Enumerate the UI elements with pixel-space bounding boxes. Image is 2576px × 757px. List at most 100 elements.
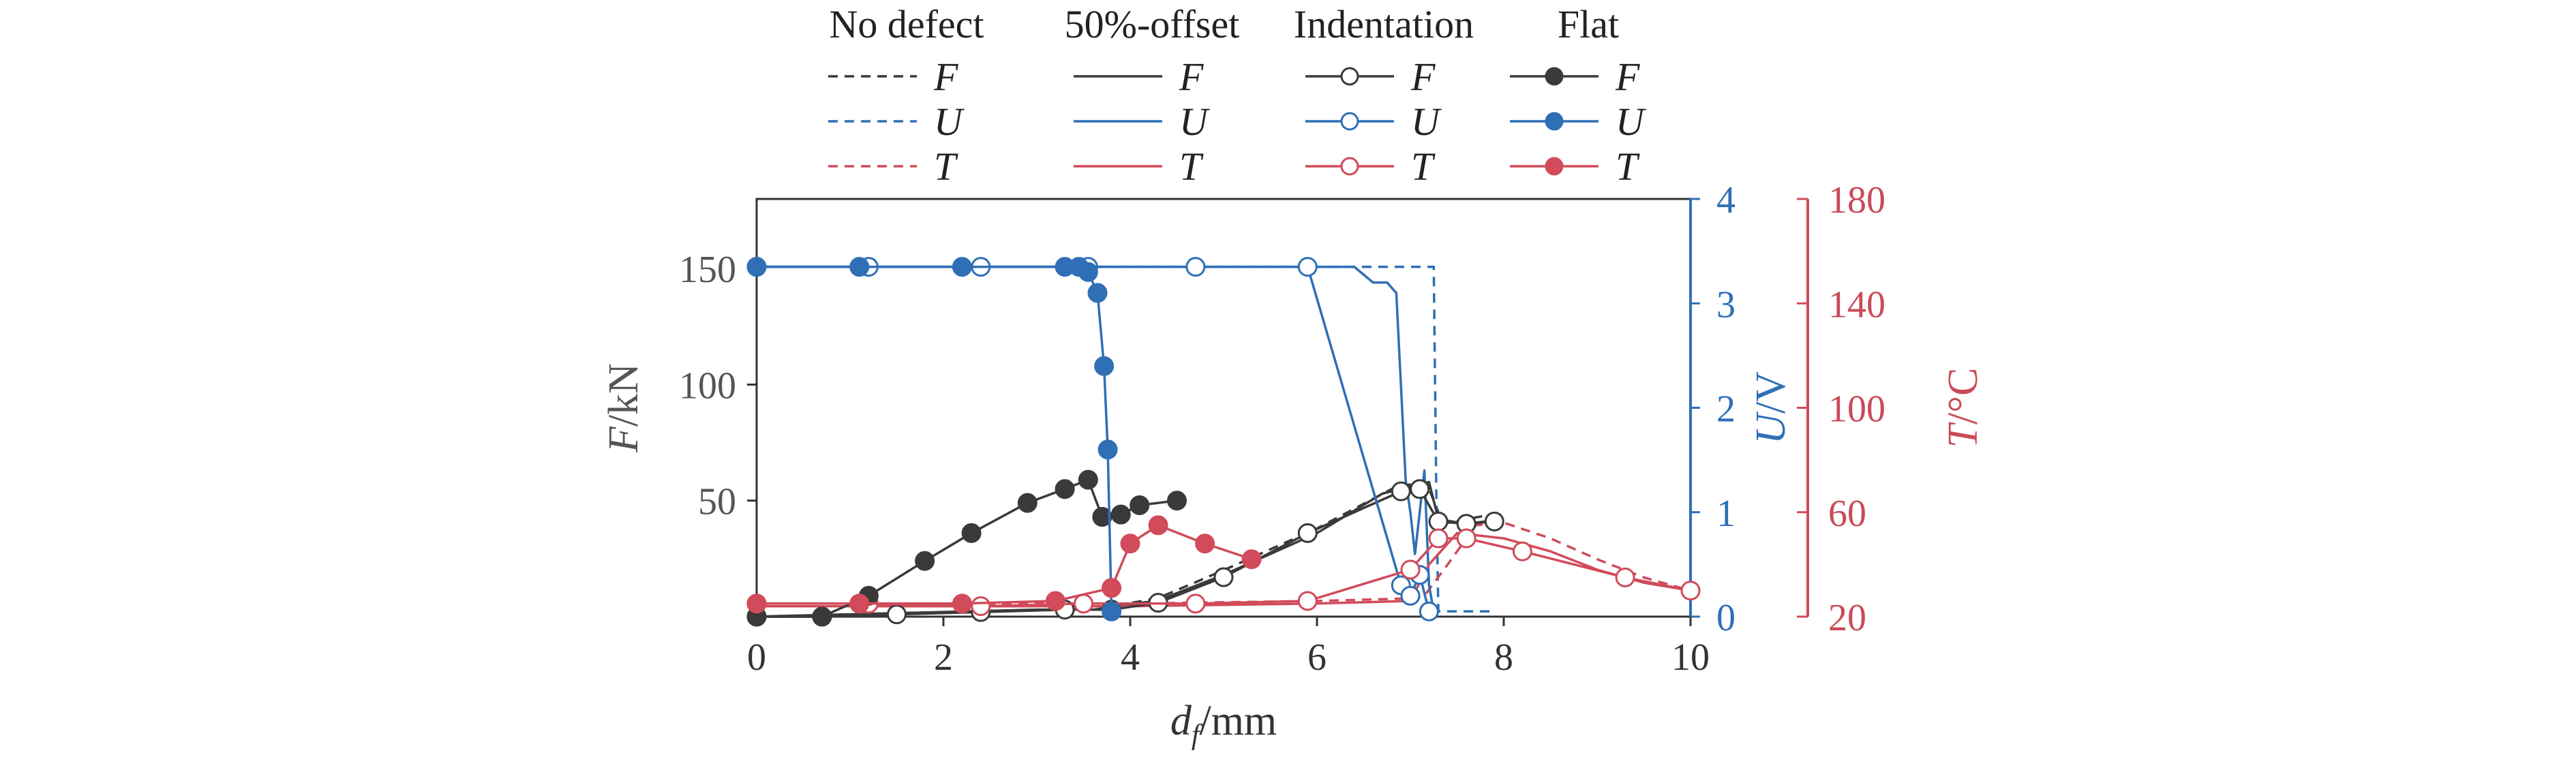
- data-point: [1512, 541, 1532, 561]
- data-point: [1148, 515, 1168, 536]
- legend-variable-label: U: [1616, 99, 1647, 144]
- legend: No defect 50%-offset Indentation FlatFUTFUT…: [828, 2, 1647, 189]
- x-axis-title-main: d: [1170, 698, 1192, 744]
- f-axis-title-main: F: [601, 426, 647, 453]
- data-point: [1297, 591, 1318, 611]
- data-point: [1110, 504, 1131, 525]
- u-tick-label: 4: [1716, 179, 1736, 221]
- legend-sample: [1305, 112, 1394, 131]
- data-point: [1078, 262, 1098, 282]
- f-tick-label: 100: [679, 365, 736, 407]
- t-tick-label: 100: [1828, 388, 1885, 431]
- series-no-defect-u: [757, 265, 1495, 613]
- data-point: [1391, 481, 1411, 501]
- series-no-defect-t: [757, 521, 1691, 605]
- data-point: [952, 593, 972, 614]
- x-tick-label: 4: [1121, 636, 1140, 679]
- data-point: [1185, 257, 1206, 277]
- t-axis: 20 60 100 140 180: [1797, 179, 1885, 639]
- legend-header: Flat: [1558, 2, 1619, 46]
- data-point: [1428, 511, 1449, 531]
- data-point: [849, 593, 870, 614]
- data-point: [746, 257, 767, 277]
- data-point: [1045, 591, 1065, 611]
- data-point: [1241, 549, 1262, 570]
- legend-marker: [1545, 112, 1564, 131]
- data-point: [849, 257, 870, 277]
- legend-variable-label: F: [1179, 55, 1204, 99]
- data-point: [1102, 601, 1122, 621]
- data-point: [1400, 559, 1421, 580]
- legend-variable-label: U: [1179, 99, 1211, 144]
- legend-variable-label: T: [934, 144, 958, 189]
- data-point: [1456, 528, 1476, 549]
- legend-header: Indentation: [1294, 2, 1474, 46]
- data-point: [961, 523, 982, 543]
- legend-sample: [1510, 112, 1598, 131]
- legend-variable-label: U: [1411, 99, 1442, 144]
- data-point: [1484, 511, 1504, 531]
- data-point: [1074, 593, 1093, 614]
- u-axis-title-main: U: [1748, 411, 1794, 444]
- legend-marker: [1545, 67, 1564, 86]
- data-point: [1078, 469, 1098, 490]
- data-point: [915, 551, 935, 571]
- f-axis-title: F/kN: [601, 363, 647, 453]
- legend-sample: [1305, 157, 1394, 176]
- data-point: [1017, 493, 1037, 513]
- t-tick-label: 180: [1828, 179, 1885, 221]
- series-50-offset-u: [757, 265, 1436, 612]
- legend-sample: [1510, 67, 1598, 86]
- x-tick-label: 2: [934, 636, 953, 679]
- t-tick-label: 60: [1828, 493, 1866, 535]
- legend-marker: [1545, 157, 1564, 176]
- u-tick-label: 1: [1716, 493, 1736, 535]
- data-point: [1092, 507, 1112, 527]
- data-point: [1185, 593, 1206, 614]
- u-axis: 0 1 2 3 4: [1689, 179, 1736, 639]
- u-tick-label: 3: [1716, 283, 1736, 326]
- x-tick-label: 10: [1671, 636, 1710, 679]
- legend-header: No defect: [829, 2, 984, 46]
- data-point: [1130, 495, 1150, 516]
- data-point: [1410, 479, 1430, 499]
- data-point: [952, 257, 972, 277]
- x-tick-label: 6: [1307, 636, 1327, 679]
- series-layer: [746, 257, 1701, 627]
- legend-sample: [1305, 67, 1394, 86]
- series-flat-f: [746, 469, 1187, 627]
- data-point: [1400, 585, 1421, 606]
- data-point: [1428, 528, 1449, 549]
- legend-sample: [1510, 157, 1598, 176]
- plot-frame: [755, 198, 1692, 618]
- data-point: [812, 606, 832, 627]
- data-point: [1213, 567, 1234, 587]
- series-flat-t: [746, 515, 1262, 614]
- legend-variable-label: T: [1411, 144, 1436, 189]
- series-line: [757, 265, 1436, 612]
- data-point: [746, 593, 767, 614]
- x-axis-title-unit: /mm: [1199, 698, 1277, 744]
- series-indentation-u: [746, 257, 1439, 621]
- legend-variable-label: T: [1616, 144, 1640, 189]
- data-point: [971, 596, 991, 617]
- data-point: [1120, 534, 1140, 554]
- series-flat-u: [746, 257, 1122, 621]
- legend-marker: [1340, 67, 1359, 86]
- data-point: [1297, 257, 1318, 277]
- u-axis-title: U/V: [1748, 371, 1794, 444]
- f-axis-title-unit: /kN: [601, 363, 647, 427]
- data-point: [1087, 283, 1108, 303]
- series-line: [757, 265, 1431, 612]
- t-axis-title-main: T: [1940, 421, 1986, 448]
- t-axis-title: T/°C: [1940, 368, 1986, 448]
- u-tick-label: 2: [1716, 388, 1736, 431]
- legend-variable-label: F: [1410, 55, 1436, 99]
- legend-variable-label: F: [933, 55, 958, 99]
- data-point: [1055, 479, 1075, 499]
- data-point: [1297, 523, 1318, 543]
- legend-variable-label: F: [1615, 55, 1640, 99]
- data-point: [1094, 356, 1115, 376]
- x-tick-label: 0: [747, 636, 766, 679]
